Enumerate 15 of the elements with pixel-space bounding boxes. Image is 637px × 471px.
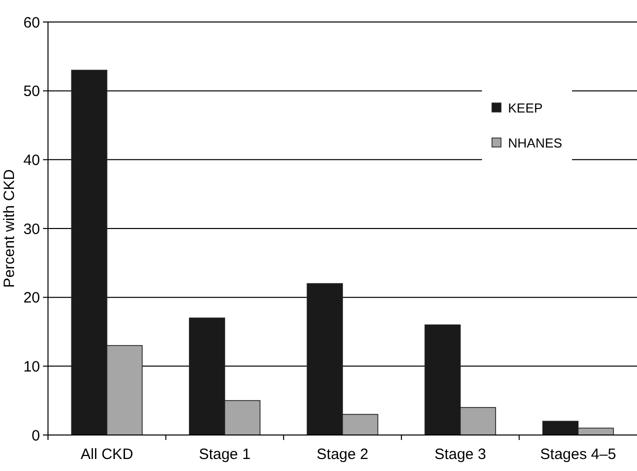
y-tick-label: 50	[23, 83, 40, 100]
legend-label: NHANES	[508, 136, 563, 151]
x-tick-label: Stages 4–5	[540, 446, 616, 463]
y-tick-label: 40	[23, 152, 40, 169]
y-axis-title: Percent with CKD	[1, 169, 18, 288]
x-tick-label: Stage 2	[316, 446, 368, 463]
x-tick-label: All CKD	[80, 446, 134, 463]
x-tick-label: Stage 1	[198, 446, 251, 463]
y-tick-label: 60	[23, 14, 40, 32]
y-tick-label: 20	[23, 290, 40, 307]
y-tick-label: 10	[23, 358, 40, 376]
x-tick-label: Stage 3	[434, 446, 486, 463]
y-tick-label: 0	[32, 427, 40, 444]
y-tick-label: 30	[23, 220, 40, 238]
legend-label: KEEP	[508, 100, 543, 116]
